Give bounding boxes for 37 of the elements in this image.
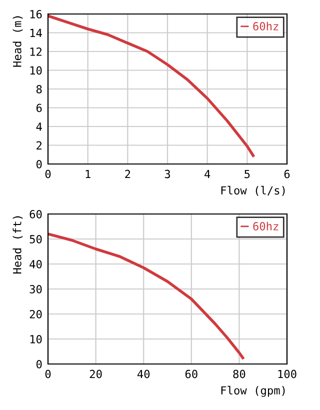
x-tick-label: 2: [125, 170, 130, 178]
y-tick-label: 6: [36, 104, 42, 112]
x-tick-label: 4: [204, 170, 210, 178]
y-tick-label: 50: [30, 235, 42, 244]
legend-label: 60hz: [253, 22, 278, 30]
x-axis-title: Flow (l/s): [221, 186, 285, 196]
y-tick-label: 0: [36, 160, 42, 168]
y-tick-label: 16: [30, 10, 42, 18]
legend-label: 60hz: [253, 222, 278, 230]
y-tick-label: 14: [30, 28, 42, 37]
x-tick-label: 40: [137, 370, 150, 378]
x-tick-label: 60: [185, 370, 198, 378]
y-tick-label: 2: [36, 141, 42, 150]
y-tick-label: 60: [30, 210, 42, 218]
y-axis-title: Head (ft): [12, 216, 23, 274]
y-tick-label: 40: [30, 260, 42, 268]
x-tick-label: 80: [233, 370, 246, 378]
x-axis-title: Flow (gpm): [221, 386, 285, 397]
x-tick-label: 5: [244, 170, 250, 178]
line-series: [48, 232, 244, 360]
x-tick-label: 20: [90, 370, 102, 378]
x-tick-label: 1: [86, 170, 90, 178]
x-tick-label: 100: [278, 370, 296, 378]
x-tick-label: 0: [45, 170, 51, 178]
line-series: [48, 14, 255, 157]
y-axis-title: Head (m): [12, 16, 23, 67]
y-tick-label: 8: [36, 85, 42, 94]
y-tick-label: 10: [30, 335, 42, 344]
x-tick-label: 6: [284, 170, 290, 178]
y-tick-label: 0: [36, 360, 42, 368]
y-tick-label: 12: [30, 48, 42, 56]
x-tick-label: 3: [164, 170, 170, 178]
y-tick-label: 10: [30, 66, 42, 75]
y-tick-label: 20: [30, 310, 42, 318]
y-tick-label: 4: [36, 122, 42, 131]
x-tick-label: 0: [45, 370, 51, 378]
y-tick-label: 30: [30, 285, 42, 294]
